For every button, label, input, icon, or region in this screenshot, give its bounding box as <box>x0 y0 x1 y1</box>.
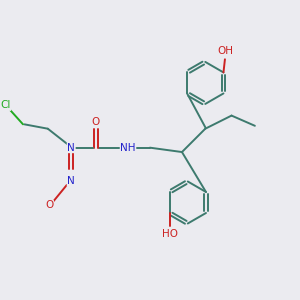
Text: Cl: Cl <box>0 100 11 110</box>
Text: NH: NH <box>120 143 136 153</box>
Text: O: O <box>45 200 53 210</box>
Text: HO: HO <box>162 229 178 239</box>
Text: O: O <box>92 117 100 127</box>
Text: OH: OH <box>217 46 233 56</box>
Text: N: N <box>67 143 75 153</box>
Text: N: N <box>67 176 75 186</box>
